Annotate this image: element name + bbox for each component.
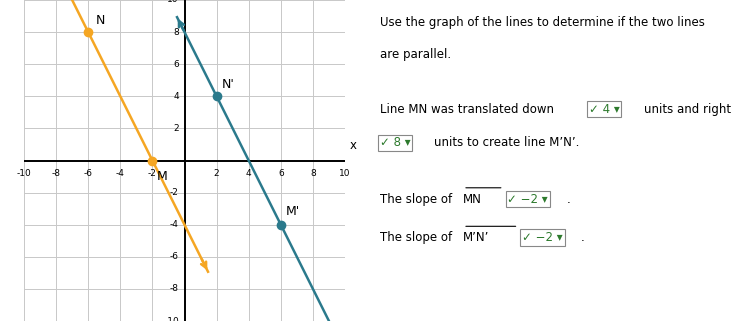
Text: -2: -2 (170, 188, 179, 197)
Text: -2: -2 (148, 169, 157, 178)
Text: units to create line M’N’.: units to create line M’N’. (434, 136, 579, 149)
Text: ✓ 8 ▾: ✓ 8 ▾ (380, 136, 410, 149)
Text: M’N’: M’N’ (463, 231, 489, 244)
Text: x: x (350, 140, 356, 152)
Text: .: . (567, 193, 570, 205)
Text: 8: 8 (173, 28, 179, 37)
Text: -4: -4 (116, 169, 125, 178)
Text: 6: 6 (173, 60, 179, 69)
Text: MN: MN (463, 193, 482, 205)
Text: M': M' (286, 205, 300, 218)
Text: Line MN was translated down: Line MN was translated down (380, 103, 558, 116)
Text: -6: -6 (170, 252, 179, 261)
Text: -10: -10 (17, 169, 32, 178)
Text: The slope of: The slope of (380, 231, 456, 244)
Text: ✓ −2 ▾: ✓ −2 ▾ (523, 231, 563, 244)
Text: 4: 4 (246, 169, 252, 178)
Text: M: M (157, 170, 168, 183)
Text: 2: 2 (173, 124, 179, 133)
Text: 4: 4 (173, 92, 179, 101)
Text: ✓ −2 ▾: ✓ −2 ▾ (508, 193, 548, 205)
Text: -10: -10 (164, 317, 179, 321)
Text: -4: -4 (170, 220, 179, 229)
Text: -6: -6 (83, 169, 93, 178)
Text: 10: 10 (168, 0, 179, 4)
Text: N: N (96, 14, 106, 27)
Text: -8: -8 (52, 169, 61, 178)
Text: units and right: units and right (644, 103, 731, 116)
Text: N': N' (221, 79, 234, 91)
Text: .: . (582, 231, 585, 244)
Text: ✓ 4 ▾: ✓ 4 ▾ (589, 103, 619, 116)
Text: 2: 2 (214, 169, 219, 178)
Text: are parallel.: are parallel. (380, 48, 451, 61)
Text: -8: -8 (170, 284, 179, 293)
Text: 10: 10 (339, 169, 351, 178)
Text: 6: 6 (278, 169, 283, 178)
Text: 8: 8 (310, 169, 316, 178)
Text: Use the graph of the lines to determine if the two lines: Use the graph of the lines to determine … (380, 16, 705, 29)
Text: The slope of: The slope of (380, 193, 456, 205)
